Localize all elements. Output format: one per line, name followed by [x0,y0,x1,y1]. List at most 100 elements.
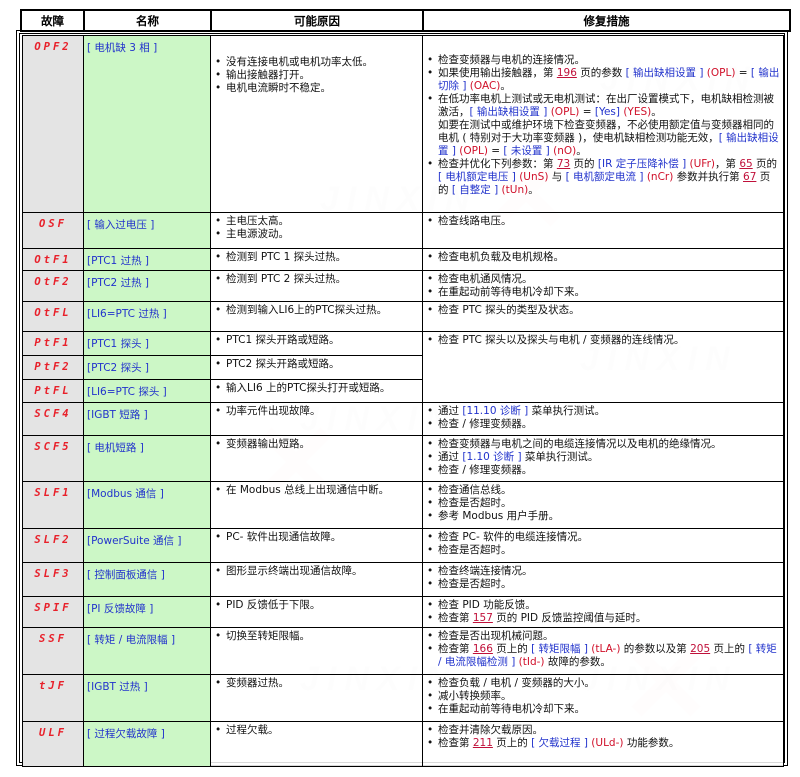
fault-remedies: 通过 [11.10 诊断 ] 菜单执行测试。检查 / 修理变频器。 [422,402,784,436]
page-link[interactable]: 196 [556,67,577,79]
remedy-item: 检查是否超时。 [426,578,780,591]
remedy-text: 参数并执行第 [673,171,744,183]
table-row: ULF[ 过程欠载故障 ]过程欠载。检查并清除欠载原因。检查第 211 页上的 … [22,721,784,767]
remedy-text: 页上的 [492,643,532,655]
header-fault: 故障 [20,9,85,32]
fault-code: OtF2 [22,270,84,302]
remedy-text: 。 [576,145,587,157]
table-row: OPF2[ 电机缺 3 相 ]没有连接电机或电机功率太低。输出接触器打开。电机电… [22,35,784,213]
fault-remedies: 检查负载 / 电机 / 变频器的大小。减小转换频率。在重起动前等待电机冷却下来。 [422,674,784,722]
remedy-text: 检查 PID 功能反馈。 [438,599,536,611]
cause-item: PTC1 探头开路或短路。 [214,334,419,347]
table-row: SPIF[PI 反馈故障 ]PID 反馈低于下限。检查 PID 功能反馈。检查第… [22,596,784,628]
cause-item: 过程欠载。 [214,724,419,737]
remedy-item: 检查通信总线。 [426,484,780,497]
fault-name: [ 过程欠载故障 ] [83,721,211,767]
cause-item: 检测到 PTC 2 探头过热。 [214,273,419,286]
page-link[interactable]: 73 [556,158,571,170]
fault-code: SLF3 [22,562,84,597]
fault-name: [IGBT 短路 ] [83,402,211,436]
fault-causes: 检测到输入LI6上的PTC探头过热。 [210,301,423,332]
table-row: OSF[ 输入过电压 ]主电压太高。主电源波动。 检查线路电压。 [22,212,784,249]
parameter-name: [11.10 诊断 ] [462,405,529,417]
remedy-text: 页上的 [710,643,749,655]
remedy-text: 检查 PC- 软件的电缆连接情况。 [438,531,589,543]
parameter-name: [ 输出缺相设置 ] [469,106,548,118]
remedy-text: 检查 / 修理变频器。 [438,418,533,430]
fault-code: SPIF [22,596,84,628]
remedy-text: ，第 [714,158,740,170]
table-header: 故障 名称 可能原因 修复措施 [20,9,791,32]
table-row: SLF1[Modbus 通信 ]在 Modbus 总线上出现通信中断。检查通信总… [22,481,784,529]
fault-remedies: 检查变频器与电机的连接情况。如果使用输出接触器，第 196 页的参数 [ 输出缺… [422,35,784,213]
remedy-text: 检查 / 修理变频器。 [438,464,533,476]
page-link[interactable]: 166 [472,643,493,655]
remedy-item: 检查是否超时。 [426,544,780,557]
fault-causes: 变频器过热。 [210,674,423,722]
remedy-text: 检查是否超时。 [438,544,512,556]
remedy-item: 检查 PC- 软件的电缆连接情况。 [426,531,780,544]
cause-item: 变频器过热。 [214,677,419,690]
remedy-text: 检查负载 / 电机 / 变频器的大小。 [438,677,595,689]
fault-name: [IGBT 过热 ] [83,674,211,722]
remedy-item: 在重起动前等待电机冷却下来。 [426,286,780,299]
remedy-item: 在重起动前等待电机冷却下来。 [426,703,780,716]
fault-name: [PTC1 探头 ] [83,331,211,356]
parameter-name: [ 未设置 ] [503,145,550,157]
remedy-item: 检查电机负载及电机规格。 [426,251,780,264]
fault-remedies: 检查变频器与电机之间的电缆连接情况以及电机的绝缘情况。通过 [1.10 诊断 ]… [422,435,784,482]
remedy-text: 与 [548,171,566,183]
fault-remedies: 检查 PTC 探头以及探头与电机 / 变频器的连线情况。 [422,331,784,403]
cause-item: PTC2 探头开路或短路。 [214,358,419,371]
remedy-text: 菜单执行测试。 [528,405,606,417]
remedy-item: 检查线路电压。 [426,215,780,228]
remedy-item: 检查 / 修理变频器。 [426,464,780,477]
fault-table: OPF2[ 电机缺 3 相 ]没有连接电机或电机功率太低。输出接触器打开。电机电… [22,35,784,767]
remedy-text: 。 [528,184,539,196]
cause-item: 电机电流瞬时不稳定。 [214,82,419,95]
parameter-code: (tId-) [515,656,545,668]
fault-code: SLF2 [22,528,84,563]
fault-causes: PTC2 探头开路或短路。 [210,355,423,380]
remedy-item: 通过 [1.10 诊断 ] 菜单执行测试。 [426,451,780,464]
parameter-name: [Yes] [594,106,620,118]
remedy-item: 参考 Modbus 用户手册。 [426,510,780,523]
fault-code: SLF1 [22,481,84,529]
remedy-text: = [487,145,504,157]
remedy-text: 检查第 [438,612,473,624]
page-link[interactable]: 67 [743,171,757,183]
fault-code: OPF2 [22,35,84,213]
remedy-item: 检查第 166 页上的 [ 转矩限幅 ] (tLA-) 的参数以及第 205 页… [426,643,780,669]
parameter-code: (UnS) [515,171,549,183]
remedy-text: 页的 [570,158,598,170]
remedy-text: 页的参数 [576,67,626,79]
table-row: PtF1[PTC1 探头 ]PTC1 探头开路或短路。 检查 PTC 探头以及探头… [22,331,784,403]
fault-name: [PI 反馈故障 ] [83,596,211,628]
page-link[interactable]: 205 [690,643,711,655]
cause-item: PC- 软件出现通信故障。 [214,531,419,544]
page-link[interactable]: 65 [739,158,753,170]
remedy-text: 检查通信总线。 [438,484,512,496]
page-link[interactable]: 211 [472,737,493,749]
table-row: OtF2[PTC2 过热 ]检测到 PTC 2 探头过热。检查电机通风情况。在重… [22,270,784,302]
remedy-text: 检查电机通风情况。 [438,273,533,285]
page-link[interactable]: 157 [472,612,493,624]
remedy-text: = [738,67,751,79]
cause-item: 功率元件出现故障。 [214,405,419,418]
parameter-name: [ 转矩限幅 ] [531,643,588,655]
parameter-code: (nO) [549,145,577,157]
remedy-text: 检查 PTC 探头以及探头与电机 / 变频器的连线情况。 [438,334,685,346]
fault-name: [ 输入过电压 ] [83,212,211,249]
remedy-text: 检查变频器与电机之间的电缆连接情况以及电机的绝缘情况。 [438,438,722,450]
remedy-item: 检查 PTC 探头的类型及状态。 [426,304,780,317]
fault-remedies: 检查线路电压。 [422,212,784,249]
fault-code: PtF1 [22,331,84,356]
fault-causes: 过程欠载。 [210,721,423,767]
parameter-name: [ 转矩 / 电流限幅检测 ] [438,643,777,668]
fault-name: [ 电机缺 3 相 ] [83,35,211,213]
fault-name: [ 转矩 / 电流限幅 ] [83,627,211,675]
table-row: SSF[ 转矩 / 电流限幅 ]切换至转矩限幅。检查是否出现机械问题。检查第 1… [22,627,784,675]
cause-item: 图形显示终端出现通信故障。 [214,565,419,578]
fault-code: SSF [22,627,84,675]
fault-causes: 切换至转矩限幅。 [210,627,423,675]
